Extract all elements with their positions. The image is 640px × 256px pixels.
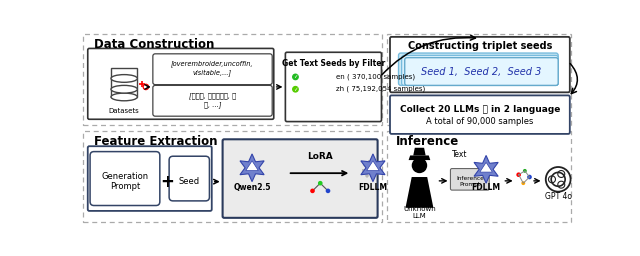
FancyBboxPatch shape	[153, 54, 272, 85]
FancyBboxPatch shape	[451, 168, 489, 190]
FancyBboxPatch shape	[88, 48, 274, 119]
Polygon shape	[240, 154, 264, 182]
Text: LoRA: LoRA	[307, 152, 333, 161]
FancyBboxPatch shape	[402, 55, 558, 86]
Circle shape	[527, 175, 532, 179]
Text: +: +	[160, 173, 173, 191]
Text: ✓: ✓	[293, 87, 298, 92]
FancyBboxPatch shape	[390, 37, 570, 92]
Text: Qwen2.5: Qwen2.5	[234, 183, 271, 192]
Circle shape	[318, 181, 323, 186]
Circle shape	[292, 87, 298, 92]
Bar	[83, 131, 382, 222]
Text: zh ( 75,192,054 samples): zh ( 75,192,054 samples)	[336, 86, 425, 92]
Text: [暂行证, 东兴社区村, 道: [暂行证, 东兴社区村, 道	[189, 92, 236, 99]
Text: A total of 90,000 samples: A total of 90,000 samples	[426, 117, 534, 126]
Circle shape	[326, 189, 330, 193]
Polygon shape	[361, 154, 385, 182]
Bar	[365, 174, 369, 178]
Circle shape	[546, 167, 571, 192]
Bar	[83, 34, 382, 125]
Text: visitable,...]: visitable,...]	[193, 70, 232, 77]
Text: Datasets: Datasets	[109, 108, 140, 114]
Circle shape	[412, 158, 428, 173]
Circle shape	[523, 169, 527, 173]
Circle shape	[516, 172, 521, 177]
Bar	[371, 175, 374, 179]
Bar	[387, 34, 572, 125]
Text: Inference
Prompt: Inference Prompt	[456, 176, 484, 187]
Bar	[387, 131, 572, 222]
Text: Text: Text	[452, 150, 467, 159]
Text: Feature Extraction: Feature Extraction	[94, 135, 218, 148]
Text: Get Text Seeds by Filter: Get Text Seeds by Filter	[282, 59, 385, 68]
Circle shape	[292, 74, 298, 80]
Text: FDLLM: FDLLM	[472, 183, 500, 192]
Circle shape	[310, 189, 315, 193]
Bar	[376, 172, 380, 176]
Polygon shape	[413, 148, 426, 155]
Text: Data Construction: Data Construction	[94, 38, 214, 51]
Circle shape	[522, 181, 525, 185]
Text: 里, …]: 里, …]	[204, 101, 221, 108]
Ellipse shape	[111, 86, 138, 93]
Text: Constructing triplet seeds: Constructing triplet seeds	[408, 41, 552, 51]
Ellipse shape	[111, 74, 138, 82]
Bar	[363, 163, 367, 167]
Bar	[374, 161, 378, 165]
Bar	[378, 166, 381, 169]
Polygon shape	[246, 161, 259, 170]
FancyBboxPatch shape	[404, 58, 558, 86]
Text: Collect 20 LLMs 🔥 in 2 language: Collect 20 LLMs 🔥 in 2 language	[400, 105, 560, 114]
Polygon shape	[474, 155, 498, 183]
Text: FDLLM: FDLLM	[358, 183, 387, 192]
FancyBboxPatch shape	[285, 52, 381, 122]
Ellipse shape	[111, 93, 138, 101]
FancyBboxPatch shape	[399, 53, 558, 86]
FancyBboxPatch shape	[153, 86, 272, 116]
Text: Unknown
LLM: Unknown LLM	[403, 206, 436, 219]
Text: Seed: Seed	[179, 177, 200, 186]
Bar	[111, 68, 138, 97]
Text: Seed 1,  Seed 2,  Seed 3: Seed 1, Seed 2, Seed 3	[421, 67, 541, 77]
Text: ✓: ✓	[293, 74, 298, 79]
Text: Generation
Prompt: Generation Prompt	[101, 172, 148, 191]
Bar	[368, 160, 371, 163]
Bar	[362, 169, 365, 172]
FancyBboxPatch shape	[390, 95, 570, 134]
FancyBboxPatch shape	[88, 146, 212, 211]
FancyBboxPatch shape	[90, 152, 160, 206]
FancyBboxPatch shape	[169, 156, 209, 201]
Text: [overembroider,uncoffin,: [overembroider,uncoffin,	[172, 60, 254, 67]
Polygon shape	[480, 162, 492, 172]
Text: GPT 4o: GPT 4o	[545, 192, 572, 201]
Text: Inference: Inference	[396, 135, 460, 148]
FancyBboxPatch shape	[223, 139, 378, 218]
Polygon shape	[406, 177, 433, 208]
Text: en ( 370,100 samples): en ( 370,100 samples)	[336, 74, 415, 80]
Polygon shape	[367, 161, 380, 170]
Polygon shape	[408, 155, 430, 160]
